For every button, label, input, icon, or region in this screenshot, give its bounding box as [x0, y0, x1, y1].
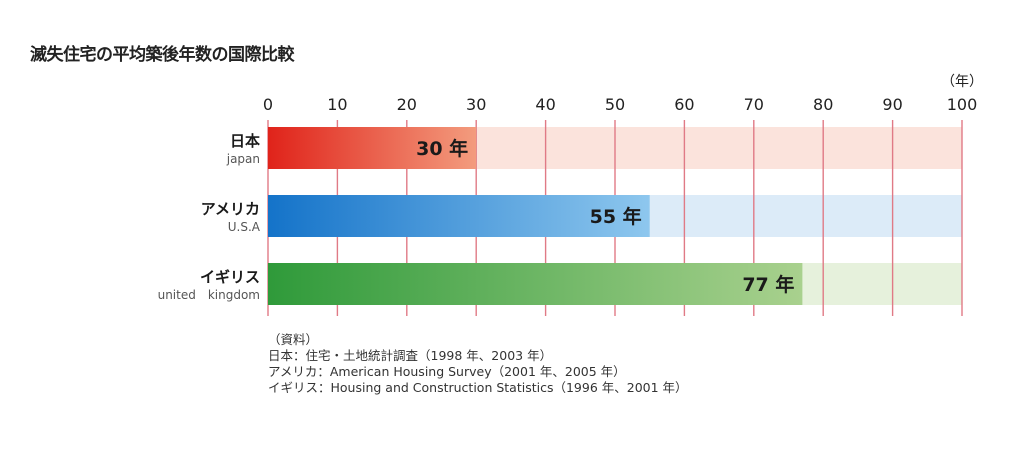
category-sublabel: japan: [226, 152, 260, 166]
category-label: イギリス: [200, 268, 260, 286]
source-line-japan: 日本：住宅・土地統計調査（1998 年、2003 年）: [268, 348, 553, 363]
source-heading: （資料）: [268, 332, 319, 347]
bar-value-label: 30 年: [416, 137, 468, 160]
x-tick-label: 20: [397, 95, 417, 114]
x-tick-label: 80: [813, 95, 833, 114]
x-unit-label: （年）: [941, 74, 983, 90]
bar: [268, 263, 803, 305]
source-line-uk: イギリス：Housing and Construction Statistics…: [268, 380, 688, 395]
bar: [268, 195, 650, 237]
x-tick-label: 40: [535, 95, 555, 114]
category-sublabel: U.S.A: [228, 220, 261, 234]
x-tick-label: 90: [882, 95, 902, 114]
x-tick-label: 0: [263, 95, 273, 114]
chart-title: 滅失住宅の平均築後年数の国際比較: [30, 45, 295, 65]
source-line-usa: アメリカ：American Housing Survey（2001 年、2005…: [268, 364, 626, 379]
x-tick-label: 60: [674, 95, 694, 114]
category-label: アメリカ: [201, 200, 260, 218]
bar: [268, 127, 477, 169]
category-sublabel: united kingdom: [158, 288, 260, 302]
source-notes: （資料） 日本：住宅・土地統計調査（1998 年、2003 年） アメリカ：Am…: [268, 332, 688, 396]
x-tick-label: 50: [605, 95, 625, 114]
x-tick-label: 30: [466, 95, 486, 114]
bar-value-label: 55 年: [590, 205, 642, 228]
x-tick-label: 100: [947, 95, 978, 114]
x-tick-label: 10: [327, 95, 347, 114]
category-label: 日本: [230, 132, 260, 150]
bar-value-label: 77 年: [742, 273, 794, 296]
x-tick-label: 70: [744, 95, 764, 114]
